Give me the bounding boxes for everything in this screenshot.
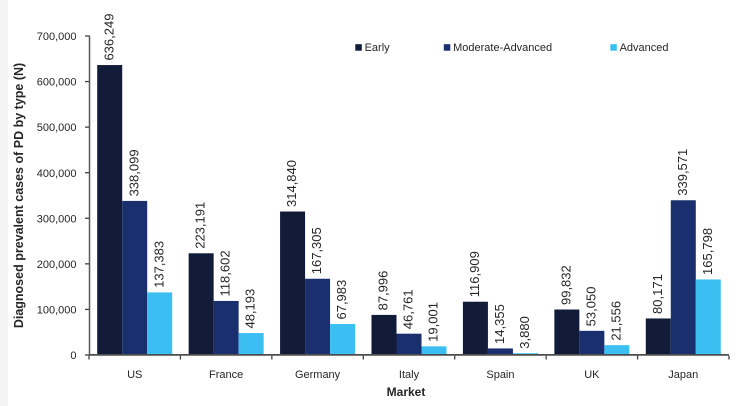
svg-text:46,761: 46,761 xyxy=(401,289,416,329)
svg-text:116,909: 116,909 xyxy=(467,251,482,297)
svg-text:87,996: 87,996 xyxy=(376,271,391,311)
svg-text:3,880: 3,880 xyxy=(517,316,532,349)
svg-text:200,000: 200,000 xyxy=(37,259,77,271)
svg-text:53,050: 53,050 xyxy=(583,287,598,327)
svg-text:80,171: 80,171 xyxy=(650,274,665,314)
svg-text:400,000: 400,000 xyxy=(37,168,77,180)
svg-text:314,840: 314,840 xyxy=(284,160,299,207)
svg-text:100,000: 100,000 xyxy=(37,305,77,317)
svg-text:Spain: Spain xyxy=(486,369,514,381)
svg-text:48,193: 48,193 xyxy=(243,289,258,329)
svg-text:Japan: Japan xyxy=(668,369,698,381)
svg-text:700,000: 700,000 xyxy=(37,31,77,43)
svg-text:Moderate-Advanced: Moderate-Advanced xyxy=(453,42,552,54)
svg-text:0: 0 xyxy=(70,350,76,362)
svg-text:Early: Early xyxy=(365,42,391,54)
svg-text:Italy: Italy xyxy=(399,369,420,381)
svg-text:338,099: 338,099 xyxy=(126,149,141,196)
svg-text:636,249: 636,249 xyxy=(101,14,116,61)
svg-text:UK: UK xyxy=(584,369,600,381)
svg-text:118,602: 118,602 xyxy=(218,250,233,296)
svg-text:165,798: 165,798 xyxy=(700,228,715,275)
svg-text:21,556: 21,556 xyxy=(608,301,623,341)
svg-text:Advanced: Advanced xyxy=(620,42,669,54)
svg-text:Diagnosed prevalent cases of P: Diagnosed prevalent cases of PD by type … xyxy=(12,63,26,328)
svg-text:137,383: 137,383 xyxy=(151,241,166,288)
svg-text:France: France xyxy=(209,369,243,381)
svg-text:14,355: 14,355 xyxy=(492,304,507,344)
svg-text:Germany: Germany xyxy=(295,369,341,381)
svg-text:19,001: 19,001 xyxy=(426,302,441,342)
svg-text:67,983: 67,983 xyxy=(334,280,349,320)
svg-text:339,571: 339,571 xyxy=(675,149,690,196)
svg-text:167,305: 167,305 xyxy=(309,227,324,274)
svg-text:500,000: 500,000 xyxy=(37,122,77,134)
svg-text:99,832: 99,832 xyxy=(558,265,573,305)
svg-text:300,000: 300,000 xyxy=(37,213,77,225)
svg-text:US: US xyxy=(127,369,142,381)
svg-text:600,000: 600,000 xyxy=(37,77,77,89)
svg-text:223,191: 223,191 xyxy=(193,202,208,249)
svg-text:Market: Market xyxy=(387,385,426,399)
